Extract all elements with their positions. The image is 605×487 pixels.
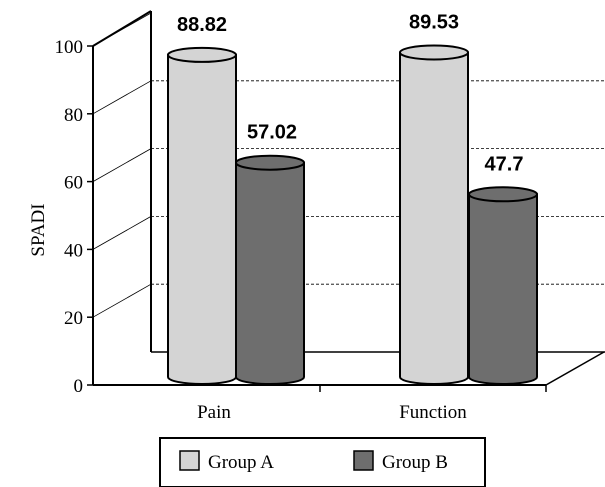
- legend-swatch-group-a: [179, 450, 200, 471]
- side-gridline: [92, 80, 152, 115]
- legend-label-group-a: Group A: [208, 452, 274, 473]
- cylinder-top: [399, 44, 469, 61]
- side-gridline: [92, 216, 152, 250]
- legend-swatch-group-b: [353, 450, 374, 471]
- y-axis-ticks: 0 20 40 60 80 100: [55, 37, 93, 397]
- side-gridline: [92, 283, 152, 318]
- axes: [92, 46, 547, 392]
- cylinder-body: [468, 193, 538, 385]
- bar-group-a-pain: 88.82: [167, 14, 237, 385]
- side-gridline: [92, 148, 152, 182]
- category-label-pain: Pain: [197, 402, 231, 423]
- bar-group-b-function: 47.7: [468, 153, 538, 385]
- y-tick-label: 0: [74, 376, 84, 397]
- floor-right-edge: [545, 351, 605, 386]
- legend-box: [159, 437, 486, 487]
- bars: 88.82 57.02 89.53 47.7: [167, 11, 538, 385]
- category-label-function: Function: [399, 402, 467, 423]
- data-label: 47.7: [485, 153, 524, 175]
- y-tick-label: 40: [64, 240, 83, 261]
- y-tick-label: 20: [64, 308, 83, 329]
- y-tick-label: 100: [55, 37, 84, 58]
- y-tick-label: 60: [64, 173, 83, 194]
- cylinder-body: [167, 53, 237, 385]
- data-label: 57.02: [247, 122, 297, 144]
- data-label: 88.82: [177, 14, 227, 36]
- category-labels: Pain Function: [197, 402, 467, 423]
- y-axis-title: SPADI: [28, 203, 49, 256]
- bar-group-b-pain: 57.02: [235, 122, 305, 385]
- cylinder-top: [167, 46, 237, 63]
- cylinder-top: [235, 154, 305, 171]
- legend-label-group-b: Group B: [382, 452, 448, 473]
- data-label: 89.53: [409, 11, 459, 33]
- cylinder-body: [399, 51, 469, 385]
- cylinder-top: [468, 186, 538, 203]
- y-tick-label: 80: [64, 105, 83, 126]
- legend: Group A Group B: [159, 437, 486, 487]
- side-gridline: [92, 12, 152, 47]
- cylinder-body: [235, 161, 305, 385]
- bar-group-a-function: 89.53: [399, 11, 469, 385]
